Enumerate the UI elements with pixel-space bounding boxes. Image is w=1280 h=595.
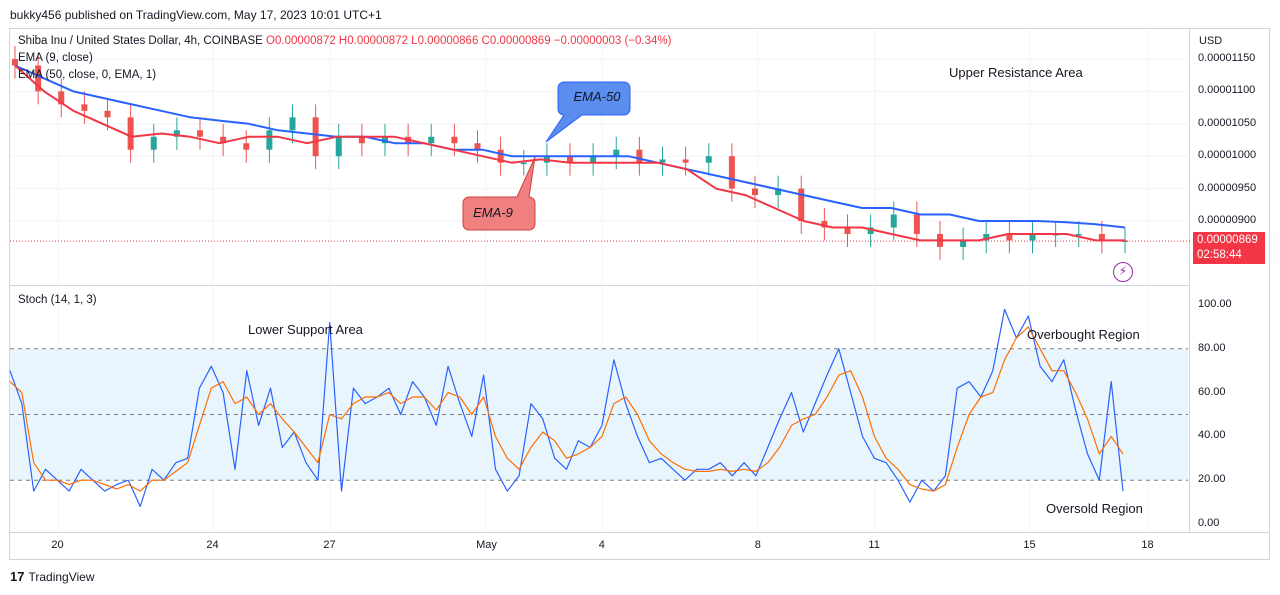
date-tick-label: 18: [1141, 539, 1154, 551]
time-axis: [9, 532, 1270, 560]
candle-body: [728, 156, 735, 189]
candle-body: [150, 136, 157, 150]
ohlc-values: O0.00000872 H0.00000872 L0.00000866 C0.0…: [266, 35, 672, 47]
date-tick-label: 8: [754, 539, 761, 551]
candle-body: [890, 214, 897, 228]
stoch-tick-label: 80.00: [1198, 341, 1226, 354]
stoch-band: [10, 348, 1188, 481]
candle-body: [220, 136, 227, 144]
oversold-label: Oversold Region: [1046, 501, 1143, 516]
candle-body: [775, 188, 782, 196]
current-price-badge: 0.00000869 02:58:44: [1193, 232, 1265, 264]
symbol-name: Shiba Inu / United States Dollar, 4h, CO…: [18, 35, 263, 47]
date-tick-label: 27: [323, 539, 336, 551]
candle-body: [312, 117, 319, 157]
date-tick-label: May: [476, 539, 497, 551]
candle-body: [35, 65, 42, 92]
candle-body: [428, 136, 435, 144]
stoch-tick-label: 60.00: [1198, 385, 1226, 398]
ema9-callout-bubble: [462, 156, 536, 231]
candle-body: [520, 162, 527, 165]
candle-body: [197, 130, 203, 137]
candle-body: [636, 149, 643, 163]
candle-body: [474, 143, 481, 150]
price-tick-label: 0.00001100: [1198, 84, 1256, 97]
candle-body: [451, 136, 458, 144]
stoch-tick-label: 20.00: [1198, 473, 1226, 486]
stoch-tick-label: 40.00: [1198, 429, 1226, 442]
ema50-callout-bubble: [545, 81, 631, 143]
price-tick-label: 0.00001000: [1198, 149, 1257, 162]
candle-body: [913, 214, 920, 234]
stoch-legend[interactable]: Stoch (14, 1, 3): [18, 294, 97, 306]
upper-resistance-label: Upper Resistance Area: [949, 65, 1083, 80]
candle-body: [127, 117, 134, 150]
candle-body: [58, 91, 65, 105]
candle-body: [1006, 233, 1013, 241]
candle-body: [81, 104, 88, 111]
candle-body: [1029, 233, 1036, 241]
brand-name: TradingView: [28, 569, 95, 584]
date-tick-label: 4: [598, 539, 605, 551]
candle-body: [821, 221, 828, 228]
candle-body: [798, 188, 805, 221]
candle-body: [613, 149, 620, 157]
ema50-line: [14, 64, 1126, 229]
publisher-header: bukky456 published on TradingView.com, M…: [10, 8, 382, 22]
symbol-legend: Shiba Inu / United States Dollar, 4h, CO…: [18, 35, 671, 47]
stoch-k-line: [9, 308, 1124, 508]
lightning-icon[interactable]: ⚡: [1113, 262, 1133, 282]
candle-body: [358, 136, 365, 144]
candle-body: [104, 110, 111, 118]
lower-support-label: Lower Support Area: [248, 322, 363, 337]
candle-body: [659, 159, 666, 163]
price-tick-label: 0.00000950: [1198, 181, 1257, 194]
candle-body: [12, 59, 18, 66]
currency-label: USD: [1199, 35, 1223, 47]
candle-body: [705, 156, 712, 163]
candle-body: [567, 156, 573, 163]
candle-body: [266, 130, 273, 150]
date-tick-label: 24: [206, 539, 219, 551]
candle-body: [382, 136, 388, 144]
candle-body: [867, 227, 874, 234]
ema9-callout-text: EMA-9: [473, 205, 513, 220]
tradingview-logo-icon: 17: [10, 569, 25, 584]
candle-body: [243, 143, 250, 150]
candle-body: [960, 240, 967, 247]
candle-body: [497, 149, 504, 163]
candle-body: [590, 156, 597, 163]
current-price: 0.00000869: [1197, 234, 1258, 246]
price-tick-label: 0.00000900: [1198, 214, 1257, 226]
candle-body: [1075, 233, 1082, 236]
candle-body: [752, 188, 758, 196]
price-tick-label: 0.00001150: [1198, 52, 1256, 64]
candle-body: [289, 117, 296, 131]
ema50-callout-text: EMA-50: [574, 89, 622, 104]
bar-countdown: 02:58:44: [1197, 249, 1242, 261]
stoch-tick-label: 100.00: [1198, 298, 1232, 310]
candle-body: [844, 227, 851, 234]
overbought-label: Overbought Region: [1027, 327, 1140, 342]
price-tick-label: 0.00001050: [1198, 116, 1257, 129]
ema50-legend[interactable]: EMA (50, close, 0, EMA, 1): [18, 69, 157, 81]
date-tick-label: 20: [51, 539, 64, 551]
date-tick-label: 15: [1023, 539, 1036, 551]
ema9-line: [14, 64, 1125, 242]
stoch-d-line: [9, 326, 1124, 492]
candle-body: [1098, 233, 1105, 241]
candle-body: [983, 233, 990, 241]
stoch-tick-label: 0.00: [1198, 517, 1220, 529]
ema9-legend[interactable]: EMA (9, close): [18, 52, 93, 64]
candle-body: [682, 159, 689, 163]
footer-brand[interactable]: 17 TradingView: [10, 569, 95, 584]
date-tick-label: 11: [868, 539, 880, 551]
candle-body: [173, 130, 180, 137]
candle-body: [335, 136, 342, 157]
